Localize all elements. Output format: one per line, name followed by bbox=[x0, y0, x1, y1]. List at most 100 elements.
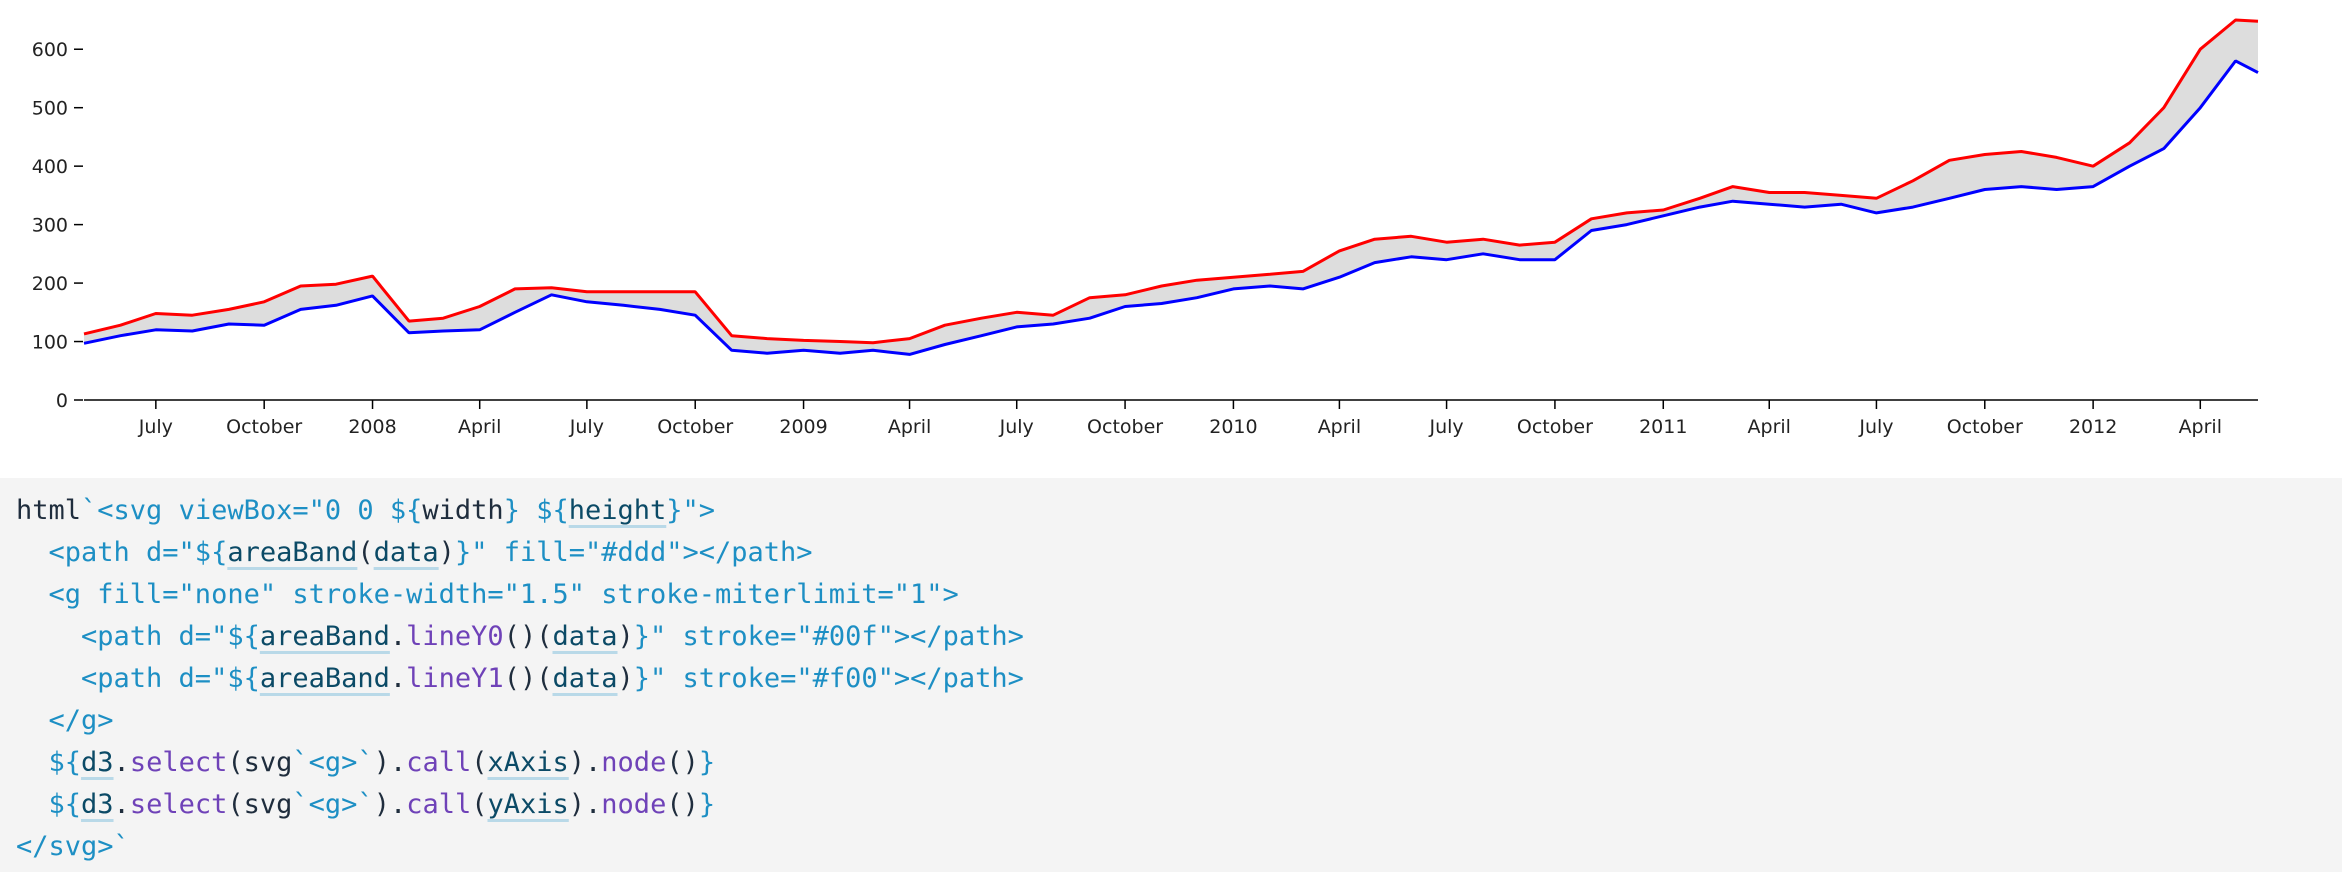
x-tick-label: July bbox=[138, 416, 173, 438]
code-token: ${ bbox=[16, 747, 82, 778]
y-axis: 0 100 200 300 400 500 600 bbox=[32, 39, 83, 412]
code-token: lineY0 bbox=[406, 621, 504, 652]
x-tick-label: 2010 bbox=[1209, 416, 1257, 438]
code-token: html bbox=[16, 495, 82, 526]
x-tick-label: April bbox=[888, 416, 931, 438]
code-line: ${d3.select(svg`<g>`).call(yAxis).node()… bbox=[16, 784, 2342, 826]
code-token: areaBand bbox=[227, 537, 358, 568]
code-token: width bbox=[422, 495, 504, 526]
code-token: }" fill="#ddd"></path> bbox=[454, 537, 813, 568]
upper-bound-line bbox=[83, 18, 2259, 345]
code-token: ) bbox=[438, 537, 455, 568]
x-tick-label: October bbox=[1517, 416, 1593, 438]
code-token: }" stroke="#00f"></path> bbox=[633, 621, 1024, 652]
x-tick-label: April bbox=[458, 416, 501, 438]
code-token: ( bbox=[471, 789, 488, 820]
code-token: ) bbox=[617, 663, 634, 694]
code-line: <path d="${areaBand.lineY1()(data)}" str… bbox=[16, 658, 2342, 700]
x-tick-label: April bbox=[1318, 416, 1361, 438]
x-tick-label: July bbox=[1858, 416, 1893, 438]
y-tick-label: 200 bbox=[32, 273, 68, 295]
code-token: call bbox=[406, 789, 472, 820]
code-token: node bbox=[601, 789, 667, 820]
y-tick-label: 600 bbox=[32, 39, 68, 61]
lower-bound-line bbox=[83, 59, 2259, 356]
code-token: <path d="${ bbox=[16, 663, 260, 694]
x-tick-label: July bbox=[999, 416, 1034, 438]
code-block: html`<svg viewBox="0 0 ${width} ${height… bbox=[0, 478, 2342, 872]
code-token: xAxis bbox=[487, 747, 569, 778]
code-token: `<g>` bbox=[292, 789, 374, 820]
x-tick-label: 2009 bbox=[779, 416, 827, 438]
x-tick-label: April bbox=[1748, 416, 1791, 438]
code-token: ( bbox=[471, 747, 488, 778]
code-token: areaBand bbox=[259, 621, 390, 652]
code-token: select bbox=[129, 789, 228, 820]
code-token: data bbox=[552, 663, 618, 694]
code-token: height bbox=[568, 495, 667, 526]
code-token: areaBand bbox=[259, 663, 390, 694]
code-token: yAxis bbox=[487, 789, 569, 820]
code-token: }"> bbox=[666, 495, 716, 526]
code-token: <path d="${ bbox=[16, 621, 260, 652]
code-token: `<svg viewBox="0 0 ${ bbox=[81, 495, 423, 526]
x-tick-label: October bbox=[226, 416, 302, 438]
code-line: </svg>` bbox=[16, 826, 2342, 868]
code-token: d3 bbox=[81, 789, 114, 820]
code-line: </g> bbox=[16, 700, 2342, 742]
y-tick-label: 400 bbox=[32, 156, 68, 178]
code-token: ). bbox=[568, 747, 602, 778]
x-tick-label: October bbox=[1087, 416, 1163, 438]
x-tick-label: 2011 bbox=[1639, 416, 1687, 438]
code-token: ( bbox=[227, 747, 244, 778]
code-token: } ${ bbox=[503, 495, 569, 526]
code-token: svg bbox=[243, 789, 293, 820]
x-tick-label: 2012 bbox=[2069, 416, 2117, 438]
code-token: } bbox=[698, 789, 716, 820]
code-token: </svg>` bbox=[16, 831, 130, 862]
code-line: <path d="${areaBand.lineY0()(data)}" str… bbox=[16, 616, 2342, 658]
code-token: . bbox=[389, 663, 407, 694]
code-token: . bbox=[113, 747, 130, 778]
code-token: . bbox=[389, 621, 407, 652]
x-tick-label: 2008 bbox=[348, 416, 396, 438]
code-token: <g fill="none" stroke-width="1.5" stroke… bbox=[16, 579, 959, 610]
code-token: ()( bbox=[503, 621, 553, 652]
code-token: node bbox=[601, 747, 667, 778]
code-token: select bbox=[129, 747, 228, 778]
x-tick-label: October bbox=[1947, 416, 2023, 438]
code-line: <path d="${areaBand(data)}" fill="#ddd">… bbox=[16, 532, 2342, 574]
y-tick-label: 100 bbox=[32, 332, 68, 354]
code-token: ) bbox=[617, 621, 634, 652]
code-token: svg bbox=[243, 747, 293, 778]
x-tick-label: April bbox=[2179, 416, 2222, 438]
code-token: () bbox=[666, 789, 699, 820]
x-tick-label: July bbox=[569, 416, 604, 438]
x-tick-label: October bbox=[657, 416, 733, 438]
code-token: lineY1 bbox=[406, 663, 504, 694]
x-axis: July October 2008 April July October 2009 April… bbox=[84, 399, 2258, 438]
code-token: . bbox=[113, 789, 130, 820]
y-tick-label: 0 bbox=[56, 390, 68, 412]
code-token: () bbox=[666, 747, 699, 778]
code-token: </g> bbox=[16, 705, 114, 736]
code-token: } bbox=[698, 747, 716, 778]
code-line: <g fill="none" stroke-width="1.5" stroke… bbox=[16, 574, 2342, 616]
code-token: d3 bbox=[81, 747, 114, 778]
y-tick-label: 500 bbox=[32, 98, 68, 120]
code-token: <path d="${ bbox=[16, 537, 228, 568]
code-token: ${ bbox=[16, 789, 82, 820]
code-token: `<g>` bbox=[292, 747, 374, 778]
code-token: data bbox=[552, 621, 618, 652]
code-token: }" stroke="#f00"></path> bbox=[633, 663, 1024, 694]
x-tick-label: July bbox=[1428, 416, 1463, 438]
code-token: ). bbox=[373, 747, 407, 778]
code-token: data bbox=[373, 537, 439, 568]
code-token: ). bbox=[373, 789, 407, 820]
code-token: ( bbox=[357, 537, 374, 568]
y-tick-label: 300 bbox=[32, 215, 68, 237]
code-line: ${d3.select(svg`<g>`).call(xAxis).node()… bbox=[16, 742, 2342, 784]
code-token: ()( bbox=[503, 663, 553, 694]
code-line: html`<svg viewBox="0 0 ${width} ${height… bbox=[16, 490, 2342, 532]
code-token: call bbox=[406, 747, 472, 778]
